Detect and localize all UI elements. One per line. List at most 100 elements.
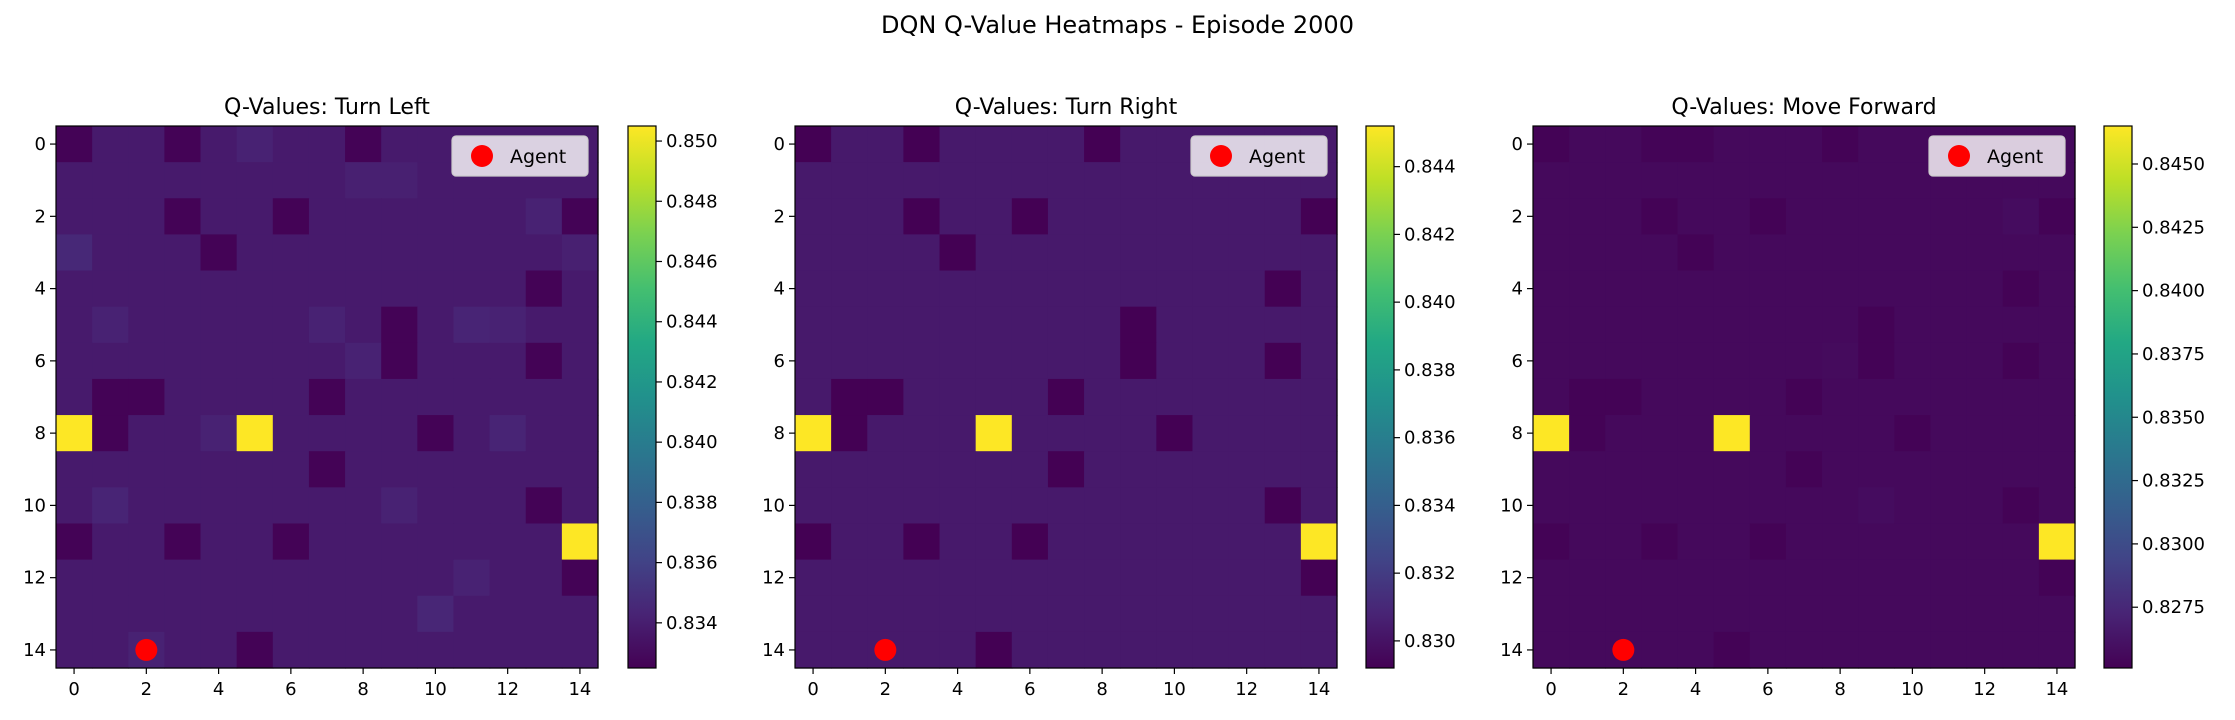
heatmap-cell	[1228, 342, 1266, 380]
heatmap-cell	[795, 487, 832, 525]
heatmap-cell	[525, 234, 563, 272]
heatmap-cell	[525, 523, 563, 561]
heatmap-cell	[975, 523, 1013, 561]
heatmap-cell	[453, 631, 491, 669]
heatmap-cell	[1228, 126, 1266, 163]
heatmap-cell	[1011, 342, 1049, 380]
heatmap-cell	[56, 415, 93, 452]
heatmap-cell	[1011, 631, 1049, 669]
heatmap-cell	[795, 306, 832, 344]
heatmap-cell	[1047, 523, 1085, 561]
heatmap-cell	[1749, 378, 1787, 416]
heatmap-cell	[1966, 126, 2004, 163]
heatmap-cell	[939, 415, 977, 452]
heatmap-cell	[2002, 306, 2040, 344]
heatmap-cell	[92, 595, 129, 633]
heatmap-cell	[1677, 378, 1715, 416]
heatmap-cell	[56, 487, 93, 525]
heatmap-cell	[1713, 595, 1751, 633]
heatmap-cell	[831, 523, 868, 561]
heatmap-cell	[236, 451, 274, 488]
heatmap-cell	[164, 198, 202, 235]
heatmap-cell	[867, 487, 904, 525]
heatmap-cell	[272, 306, 310, 344]
heatmap-cell	[939, 559, 977, 597]
y-tick-label: 10	[23, 495, 46, 516]
heatmap-cell	[1894, 306, 1932, 344]
heatmap-cell	[1533, 342, 1570, 380]
heatmap-cell	[1264, 378, 1302, 416]
heatmap-cell	[1011, 270, 1049, 308]
axes-frame	[55, 125, 599, 669]
heatmap-cell	[236, 270, 274, 308]
heatmap-cell	[272, 415, 310, 452]
heatmap-cell	[236, 234, 274, 272]
heatmap-cell	[795, 234, 832, 272]
heatmap-cell	[200, 270, 238, 308]
heatmap-cell	[92, 559, 129, 597]
legend-agent-marker	[471, 145, 493, 167]
heatmap-cell	[1264, 342, 1302, 380]
heatmap-cell	[56, 342, 93, 380]
x-tick-label: 2	[141, 679, 152, 700]
heatmap-cell	[903, 270, 941, 308]
heatmap-cell	[1930, 126, 1968, 163]
heatmap-cell	[453, 595, 491, 633]
heatmap-cell	[1192, 234, 1230, 272]
heatmap-cell	[272, 378, 310, 416]
heatmap-cell	[903, 559, 941, 597]
heatmap-cell	[1084, 342, 1121, 380]
heatmap-cell	[831, 559, 868, 597]
y-tick-label: 2	[35, 206, 46, 227]
heatmap-cell	[975, 487, 1013, 525]
x-tick-label: 8	[357, 679, 368, 700]
heatmap-cell	[831, 451, 868, 488]
heatmap-cell	[1785, 342, 1823, 380]
heatmap-cell	[308, 270, 346, 308]
heatmap-cell	[867, 342, 904, 380]
heatmap-cell	[1047, 631, 1085, 669]
heatmap-cell	[867, 198, 904, 235]
heatmap-cell	[1156, 487, 1194, 525]
heatmap-cell	[525, 451, 563, 488]
colorbar-tick-label: 0.850	[666, 131, 718, 152]
x-tick-label: 6	[285, 679, 296, 700]
heatmap-cell	[1533, 162, 1570, 199]
heatmap-cell	[2002, 162, 2040, 199]
heatmap-cell	[1084, 306, 1121, 344]
heatmap-cell	[345, 126, 382, 163]
heatmap-cell	[345, 559, 382, 597]
heatmap-cell	[345, 270, 382, 308]
heatmap-cell	[1605, 595, 1642, 633]
heatmap-cell	[128, 162, 165, 199]
heatmap-cell	[417, 126, 455, 163]
heatmap-cell	[1894, 487, 1932, 525]
y-tick-label: 12	[23, 568, 46, 589]
heatmap-cell	[1677, 234, 1715, 272]
heatmap-cell	[1228, 306, 1266, 344]
heatmap-cell	[2038, 559, 2076, 597]
heatmap-cell	[1084, 559, 1121, 597]
x-tick-label: 2	[880, 679, 891, 700]
heatmap-cell	[1047, 451, 1085, 488]
heatmap-grid	[795, 126, 1338, 669]
heatmap-cell	[1264, 234, 1302, 272]
heatmap-cell	[2002, 198, 2040, 235]
heatmap-cell	[1641, 415, 1679, 452]
heatmap-cell	[56, 234, 93, 272]
axes-frame	[794, 125, 1338, 669]
heatmap-cell	[1894, 342, 1932, 380]
heatmap-cell	[1641, 198, 1679, 235]
heatmap-cell	[561, 523, 599, 561]
heatmap-cell	[272, 595, 310, 633]
heatmap-cell	[795, 198, 832, 235]
heatmap-cell	[2002, 415, 2040, 452]
heatmap-cell	[1300, 126, 1338, 163]
heatmap-cell	[975, 559, 1013, 597]
heatmap-cell	[1749, 342, 1787, 380]
heatmap-cell	[56, 631, 93, 669]
heatmap-cell	[1300, 306, 1338, 344]
heatmap-cell	[561, 162, 599, 199]
heatmap-cell	[903, 415, 941, 452]
heatmap-cell	[1120, 162, 1157, 199]
